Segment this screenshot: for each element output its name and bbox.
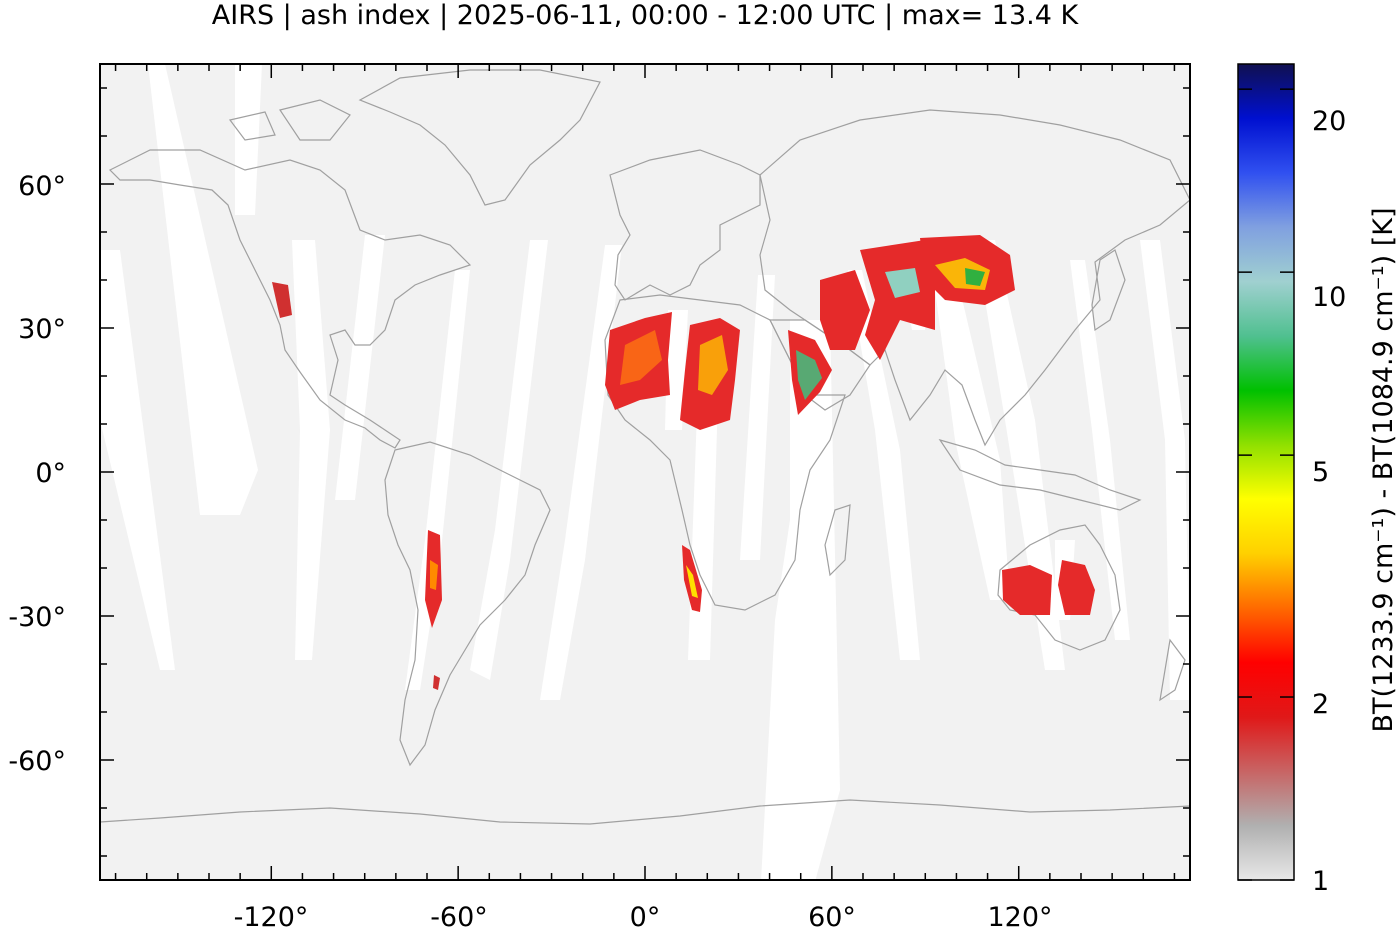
colorbar-tick-label: 2 [1312, 689, 1329, 720]
map-ticks [100, 64, 1190, 880]
signal-patch-central-sahara-core [698, 335, 728, 395]
signal-patch-west-australia [1002, 565, 1052, 615]
lat-tick-label: 60° [18, 171, 66, 202]
plot-title: AIRS | ash index | 2025-06-11, 00:00 - 1… [211, 0, 1079, 31]
coastline-australia [997, 524, 1121, 651]
coastline-japan [1091, 249, 1126, 332]
orbit-gap [740, 275, 775, 560]
orbit-gap [335, 235, 385, 500]
coastline-north-america [108, 149, 472, 449]
ash-signal-patches [272, 235, 1095, 690]
signal-patch-western-sahara-core [620, 330, 662, 385]
coastline-south-america [384, 441, 551, 767]
coastlines [100, 69, 1190, 825]
coastline-arctic-islands [228, 99, 351, 141]
colorbar: 1 2 5 10 20 BT(1233.9 cm⁻¹) - BT(1084.9 … [1237, 63, 1399, 897]
colorbar-gradient [1237, 63, 1295, 881]
signal-patch-gobi-green [965, 268, 985, 286]
coastline-new-zealand [1159, 638, 1186, 702]
coastline-madagascar [824, 504, 851, 577]
coastline-greenland [358, 69, 601, 206]
colorbar-tick-label: 5 [1312, 457, 1329, 488]
orbit-gap [470, 240, 548, 680]
signal-patch-patagonia [433, 675, 440, 690]
orbit-gap [1070, 260, 1130, 640]
orbit-gap [761, 320, 840, 880]
coastline-antarctica [100, 799, 1190, 825]
orbit-gap [935, 290, 1010, 600]
lat-tick-label: -30° [8, 602, 66, 633]
coastline-indonesia [938, 438, 1142, 511]
lon-tick-label: 60° [808, 902, 856, 930]
lat-tick-label: 30° [18, 314, 66, 345]
orbit-gap [540, 245, 622, 700]
lon-tick-label: 120° [987, 902, 1052, 930]
lon-tick-label: -60° [430, 902, 488, 930]
orbit-gap [405, 270, 470, 690]
signal-patch-atacama-core [430, 560, 438, 590]
colorbar-ticks [1238, 88, 1294, 881]
lat-tick-label: -60° [8, 746, 66, 777]
lon-tick-label: -120° [234, 902, 309, 930]
orbit-gap [100, 250, 175, 670]
colorbar-label: BT(1233.9 cm⁻¹) - BT(1084.9 cm⁻¹) [K] [1368, 208, 1399, 733]
colorbar-tick-label: 20 [1312, 106, 1346, 137]
lon-tick-label: 0° [630, 902, 661, 930]
signal-patch-taklamakan [885, 268, 920, 298]
signal-patch-central-australia [1058, 560, 1095, 615]
lat-tick-label: 0° [35, 458, 66, 489]
longitude-tick-labels: -120° -60° 0° 60° 120° [234, 902, 1053, 930]
colorbar-tick-label: 1 [1312, 866, 1329, 897]
colorbar-tick-label: 10 [1312, 282, 1346, 313]
signal-patch-arabia-core [796, 350, 822, 400]
latitude-tick-labels: 60° 30° 0° -30° -60° [8, 171, 66, 777]
orbit-gap [292, 240, 330, 660]
orbit-gap [1140, 240, 1190, 700]
orbit-gap [848, 270, 920, 660]
orbit-gap [975, 240, 1065, 670]
orbit-gap [148, 64, 258, 515]
signal-patch-mojave [272, 282, 292, 318]
signal-patch-namib-core [686, 565, 698, 598]
coastline-europe [609, 149, 761, 301]
signal-patch-iran [820, 270, 870, 350]
map-background [100, 64, 1190, 880]
coastline-africa [604, 294, 846, 611]
